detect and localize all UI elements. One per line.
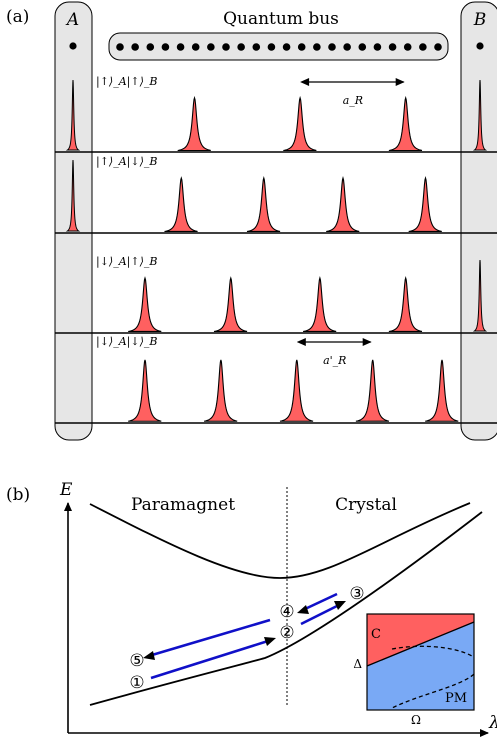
- bus-atom: [237, 43, 245, 51]
- inset-phase-boundary: [367, 621, 474, 667]
- bus-atom: [267, 43, 276, 51]
- arrow-2-3: [300, 604, 338, 626]
- state-label: |↓⟩_A|↑⟩_B: [96, 255, 157, 269]
- bus-atom: [343, 43, 351, 51]
- bus-atoms: [116, 43, 442, 51]
- bus-atom: [328, 43, 336, 51]
- density-peak: [355, 359, 390, 422]
- quantum-bus: [108, 32, 449, 61]
- bus-atom: [207, 43, 215, 51]
- step-5: ⑤: [129, 651, 144, 671]
- region-paramagnet: Paramagnet: [131, 495, 235, 515]
- bus-atom: [252, 43, 261, 51]
- lambda-axis-label: λ: [488, 713, 497, 733]
- site-b-pulse: [472, 259, 488, 332]
- bus-atom: [222, 43, 230, 51]
- arrowhead-4-5: [143, 651, 155, 660]
- arrowhead-2-3: [334, 601, 346, 610]
- bus-atom: [373, 43, 382, 51]
- protocol-arrows: [150, 592, 338, 680]
- state-row: |↑⟩_A|↑⟩_B a_R: [55, 75, 497, 153]
- inset-crystal-region: [367, 614, 474, 666]
- step-3: ③: [349, 584, 364, 604]
- bus-atom: [358, 43, 367, 51]
- density-peak: [326, 176, 360, 233]
- site-a-spin: [69, 42, 77, 50]
- panel-a-label: (a): [6, 7, 29, 27]
- density-peak: [279, 359, 314, 422]
- site-a-pulse: [65, 79, 81, 151]
- density-peak: [203, 359, 238, 422]
- panel-b-label: (b): [6, 485, 30, 505]
- state-label: |↑⟩_A|↓⟩_B: [96, 155, 157, 169]
- inset-phase-diagram: C PM Ω Δ: [353, 613, 475, 727]
- state-label: |↓⟩_A|↓⟩_B: [96, 335, 157, 349]
- inset-region-pm: PM: [445, 691, 467, 706]
- density-peak: [388, 95, 423, 152]
- step-1: ①: [129, 673, 144, 693]
- bus-atom: [116, 43, 124, 51]
- bus-atom: [176, 43, 185, 51]
- energy-axis-label: E: [59, 480, 73, 500]
- site-b-pulse: [472, 79, 488, 151]
- step-markers: ① ② ③ ④ ⑤: [129, 584, 364, 693]
- bus-atom: [388, 43, 397, 51]
- arrowhead-1-2: [264, 637, 276, 646]
- site-b-box: [460, 1, 497, 441]
- density-peak: [128, 359, 162, 422]
- arrow-4-5: [151, 618, 271, 657]
- bus-atom: [313, 43, 321, 51]
- inset-region-c: C: [371, 627, 381, 642]
- step-4: ④: [279, 602, 294, 622]
- state-label: |↑⟩_A|↑⟩_B: [96, 75, 157, 89]
- bus-atom: [282, 43, 291, 51]
- site-a-label: A: [65, 10, 79, 30]
- density-peak: [388, 276, 423, 333]
- arrow-1-2: [150, 639, 269, 680]
- bus-title: Quantum bus: [223, 9, 339, 29]
- state-row: |↓⟩_A|↑⟩_B: [55, 255, 497, 334]
- density-peak: [283, 95, 317, 152]
- bus-atom: [146, 43, 155, 51]
- inset-frame: [366, 613, 475, 711]
- inset-y-label: Δ: [353, 657, 362, 671]
- bus-atom: [403, 43, 412, 51]
- arrowhead-3-4: [297, 605, 309, 614]
- density-peak: [177, 95, 211, 152]
- bus-atom: [191, 43, 200, 51]
- spacing-label: a'_R: [323, 354, 346, 367]
- bus-atom: [131, 43, 139, 51]
- state-row: |↑⟩_A|↓⟩_B: [55, 155, 497, 234]
- state-rows: |↑⟩_A|↑⟩_B a_R |↑⟩_A|↓⟩_B |↓⟩_A|↑⟩_B |↓⟩_A|↓…: [55, 75, 497, 424]
- inset-x-label: Ω: [411, 713, 421, 727]
- bus-atom: [297, 43, 306, 51]
- ground-level: [89, 511, 483, 706]
- spacing-label: a_R: [343, 94, 363, 107]
- step-2: ②: [279, 623, 294, 643]
- site-a-pulse: [65, 159, 81, 232]
- density-peak: [408, 176, 442, 233]
- density-peak: [213, 276, 248, 333]
- density-peak: [425, 359, 459, 422]
- excited-level: [89, 502, 471, 579]
- density-peak: [303, 276, 337, 333]
- state-row: |↓⟩_A|↓⟩_B a'_R: [55, 335, 497, 424]
- density-peak: [164, 176, 198, 233]
- site-b-label: B: [473, 10, 487, 30]
- region-crystal: Crystal: [335, 495, 397, 515]
- density-peak: [128, 276, 162, 333]
- bus-atom: [434, 43, 442, 51]
- site-b-spin: [476, 42, 484, 50]
- arrow-3-4: [304, 592, 338, 611]
- bus-atom: [161, 43, 170, 51]
- arrow-heads: [143, 601, 346, 660]
- bus-atom: [419, 43, 427, 51]
- density-peak: [246, 176, 281, 233]
